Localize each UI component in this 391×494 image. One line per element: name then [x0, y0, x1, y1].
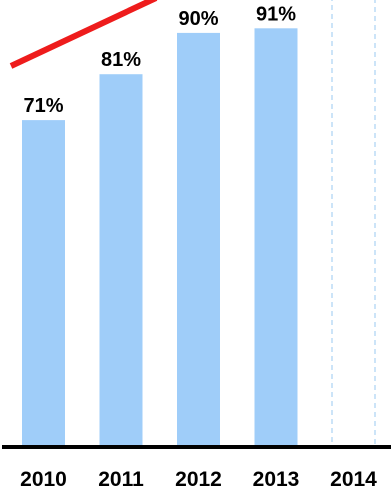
x-tick-label-2011: 2011 — [98, 468, 144, 491]
x-tick-label-2010: 2010 — [20, 468, 67, 491]
trend-arrow-line — [9, 0, 158, 69]
data-label-2010: 71% — [23, 95, 63, 117]
x-tick-label-2012: 2012 — [175, 468, 222, 491]
bar-2010 — [22, 120, 65, 447]
x-tick-label-2014: 2014 — [330, 468, 377, 491]
data-label-2013: 91% — [256, 3, 296, 25]
bar-2011 — [99, 74, 143, 447]
bar-2013 — [254, 28, 298, 447]
x-tick-label-2013: 2013 — [253, 468, 300, 491]
bar-2012 — [177, 32, 220, 447]
bar-2014-projected — [331, 0, 376, 447]
data-label-2011: 81% — [101, 49, 141, 71]
data-label-2012: 90% — [178, 8, 218, 30]
